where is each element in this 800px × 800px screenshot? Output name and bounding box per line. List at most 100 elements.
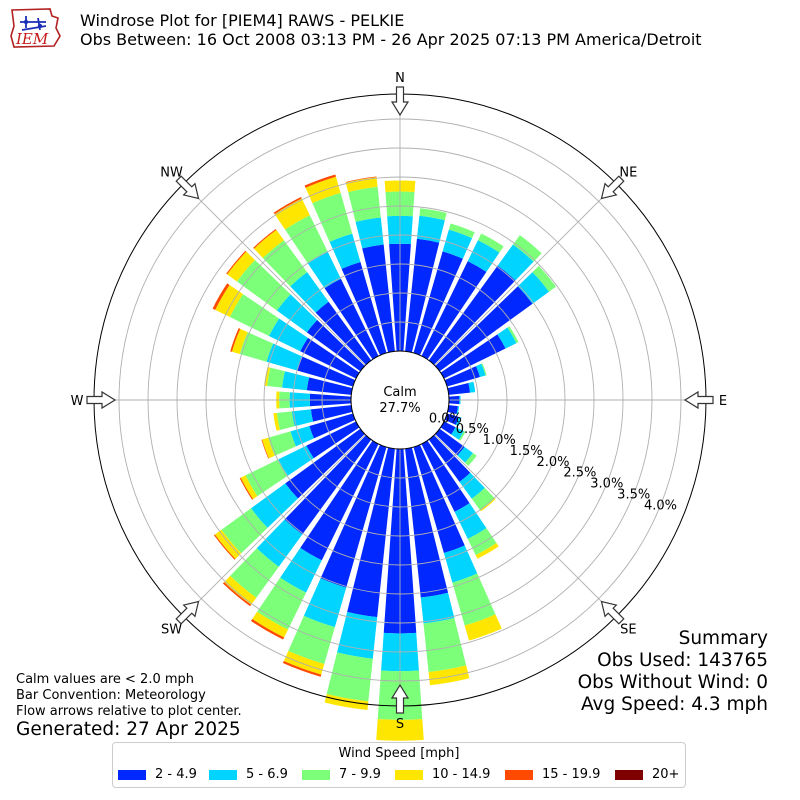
bar-segment xyxy=(303,578,347,628)
bar-segment xyxy=(262,240,308,287)
bar-segment xyxy=(428,435,471,482)
flow-arrow-icon xyxy=(175,175,200,200)
flow-arrow-icon xyxy=(175,600,200,625)
compass-label: S xyxy=(396,717,404,732)
bar-segment xyxy=(300,337,360,379)
bar-segment xyxy=(532,266,557,292)
bar-segment xyxy=(278,445,314,476)
compass-label: E xyxy=(719,394,727,409)
compass-label: SE xyxy=(620,622,636,637)
bar-segment xyxy=(282,371,310,391)
bar-segment xyxy=(444,413,459,425)
bar-segment xyxy=(480,498,496,512)
bar-segment xyxy=(497,327,517,349)
bar-segment xyxy=(320,444,387,588)
radial-tick-label: 0.5% xyxy=(456,422,489,437)
radial-tick-label: 4.0% xyxy=(644,498,677,513)
bar-segment xyxy=(236,260,291,311)
compass-label: N xyxy=(395,71,405,86)
grid-spoke xyxy=(434,183,617,366)
bar-segment xyxy=(454,503,487,539)
calm-circle xyxy=(350,350,450,450)
generated-date: Generated: 27 Apr 2025 xyxy=(16,719,241,740)
bar-segment xyxy=(341,262,387,356)
chart-title: Windrose Plot for [PIEM4] RAWS - PELKIE xyxy=(80,11,405,30)
bar-segment xyxy=(251,483,298,528)
bar-segment xyxy=(428,665,470,686)
bar-segment xyxy=(267,367,285,388)
bar-segment xyxy=(442,229,473,259)
bar-segment xyxy=(458,431,466,441)
radial-tick-label: 0.0% xyxy=(429,411,462,426)
bar-segment xyxy=(517,272,549,304)
radial-tick-label: 3.0% xyxy=(590,477,623,492)
bar-segment xyxy=(435,428,465,456)
chart-subtitle: Obs Between: 16 Oct 2008 03:13 PM - 26 A… xyxy=(80,30,702,49)
bar-segment xyxy=(227,251,256,282)
compass-label: NE xyxy=(619,166,637,181)
bar-segment xyxy=(421,440,470,512)
bar-segment xyxy=(416,215,445,243)
bar-segment xyxy=(451,427,464,440)
summary-heading: Summary xyxy=(678,628,768,649)
bar-segment xyxy=(455,416,462,427)
bar-segment xyxy=(475,543,499,559)
calm-note: Calm values are < 2.0 mph xyxy=(16,672,195,687)
bar-segment xyxy=(471,487,495,511)
bar-segment xyxy=(285,428,365,499)
bar-segment xyxy=(421,261,487,360)
legend-label: 7 - 9.9 xyxy=(339,767,381,782)
bar-segment xyxy=(266,343,302,371)
bar-segment xyxy=(240,475,258,500)
bar-segment xyxy=(315,301,372,365)
bar-segment xyxy=(456,406,460,415)
bar-segment xyxy=(212,283,230,310)
summary-obs-without-wind: Obs Without Wind: 0 xyxy=(577,672,768,693)
bar-segment xyxy=(310,405,353,422)
legend-label: 5 - 6.9 xyxy=(246,767,288,782)
bar-segment xyxy=(300,440,379,561)
legend-label: 15 - 19.9 xyxy=(542,767,601,782)
legend-label: 2 - 4.9 xyxy=(155,767,197,782)
flow-arrow-icon xyxy=(683,390,714,410)
bar-segment xyxy=(282,660,322,677)
bar-segment xyxy=(306,320,365,372)
radial-tick-label: 3.5% xyxy=(617,487,650,502)
bar-segment xyxy=(285,215,328,263)
bar-segment xyxy=(419,208,447,221)
bar-segment xyxy=(288,615,335,664)
bar-segment xyxy=(231,328,248,355)
bar-segment xyxy=(420,592,455,624)
legend-item: 10 - 14.9 xyxy=(395,767,490,782)
bar-segment xyxy=(423,618,467,672)
flow-arrow-icon xyxy=(600,175,625,200)
grid-spoke xyxy=(183,434,366,617)
bar-convention-note: Bar Convention: Meteorology xyxy=(16,688,206,703)
radial-tick-label: 2.0% xyxy=(536,455,569,470)
bar-segment xyxy=(457,446,473,463)
bar-segment xyxy=(229,294,280,337)
bar-segment xyxy=(290,272,329,313)
bar-segment xyxy=(345,176,377,183)
flow-arrow-icon xyxy=(390,86,410,117)
bar-segment xyxy=(276,294,318,333)
iem-logo: IEM xyxy=(6,6,64,50)
bar-segment xyxy=(305,176,341,204)
grid-spoke xyxy=(434,434,617,617)
bar-segment xyxy=(348,186,381,222)
compass-label: NW xyxy=(160,166,183,181)
bar-segment xyxy=(307,251,341,289)
flow-arrow-icon xyxy=(86,390,117,410)
bar-segment xyxy=(257,577,307,630)
bar-segment xyxy=(477,233,504,253)
bar-segment xyxy=(273,196,302,215)
bar-segment xyxy=(253,229,284,258)
bar-segment xyxy=(324,278,379,360)
legend: Wind Speed [mph] 2 - 4.9 5 - 6.9 7 - 9.9… xyxy=(112,742,686,788)
legend-swatch xyxy=(209,769,237,780)
bar-segment xyxy=(324,694,369,711)
bar-segment xyxy=(312,192,353,242)
legend-swatch xyxy=(395,769,423,780)
bar-segment xyxy=(513,235,542,262)
bar-segment xyxy=(444,366,480,387)
